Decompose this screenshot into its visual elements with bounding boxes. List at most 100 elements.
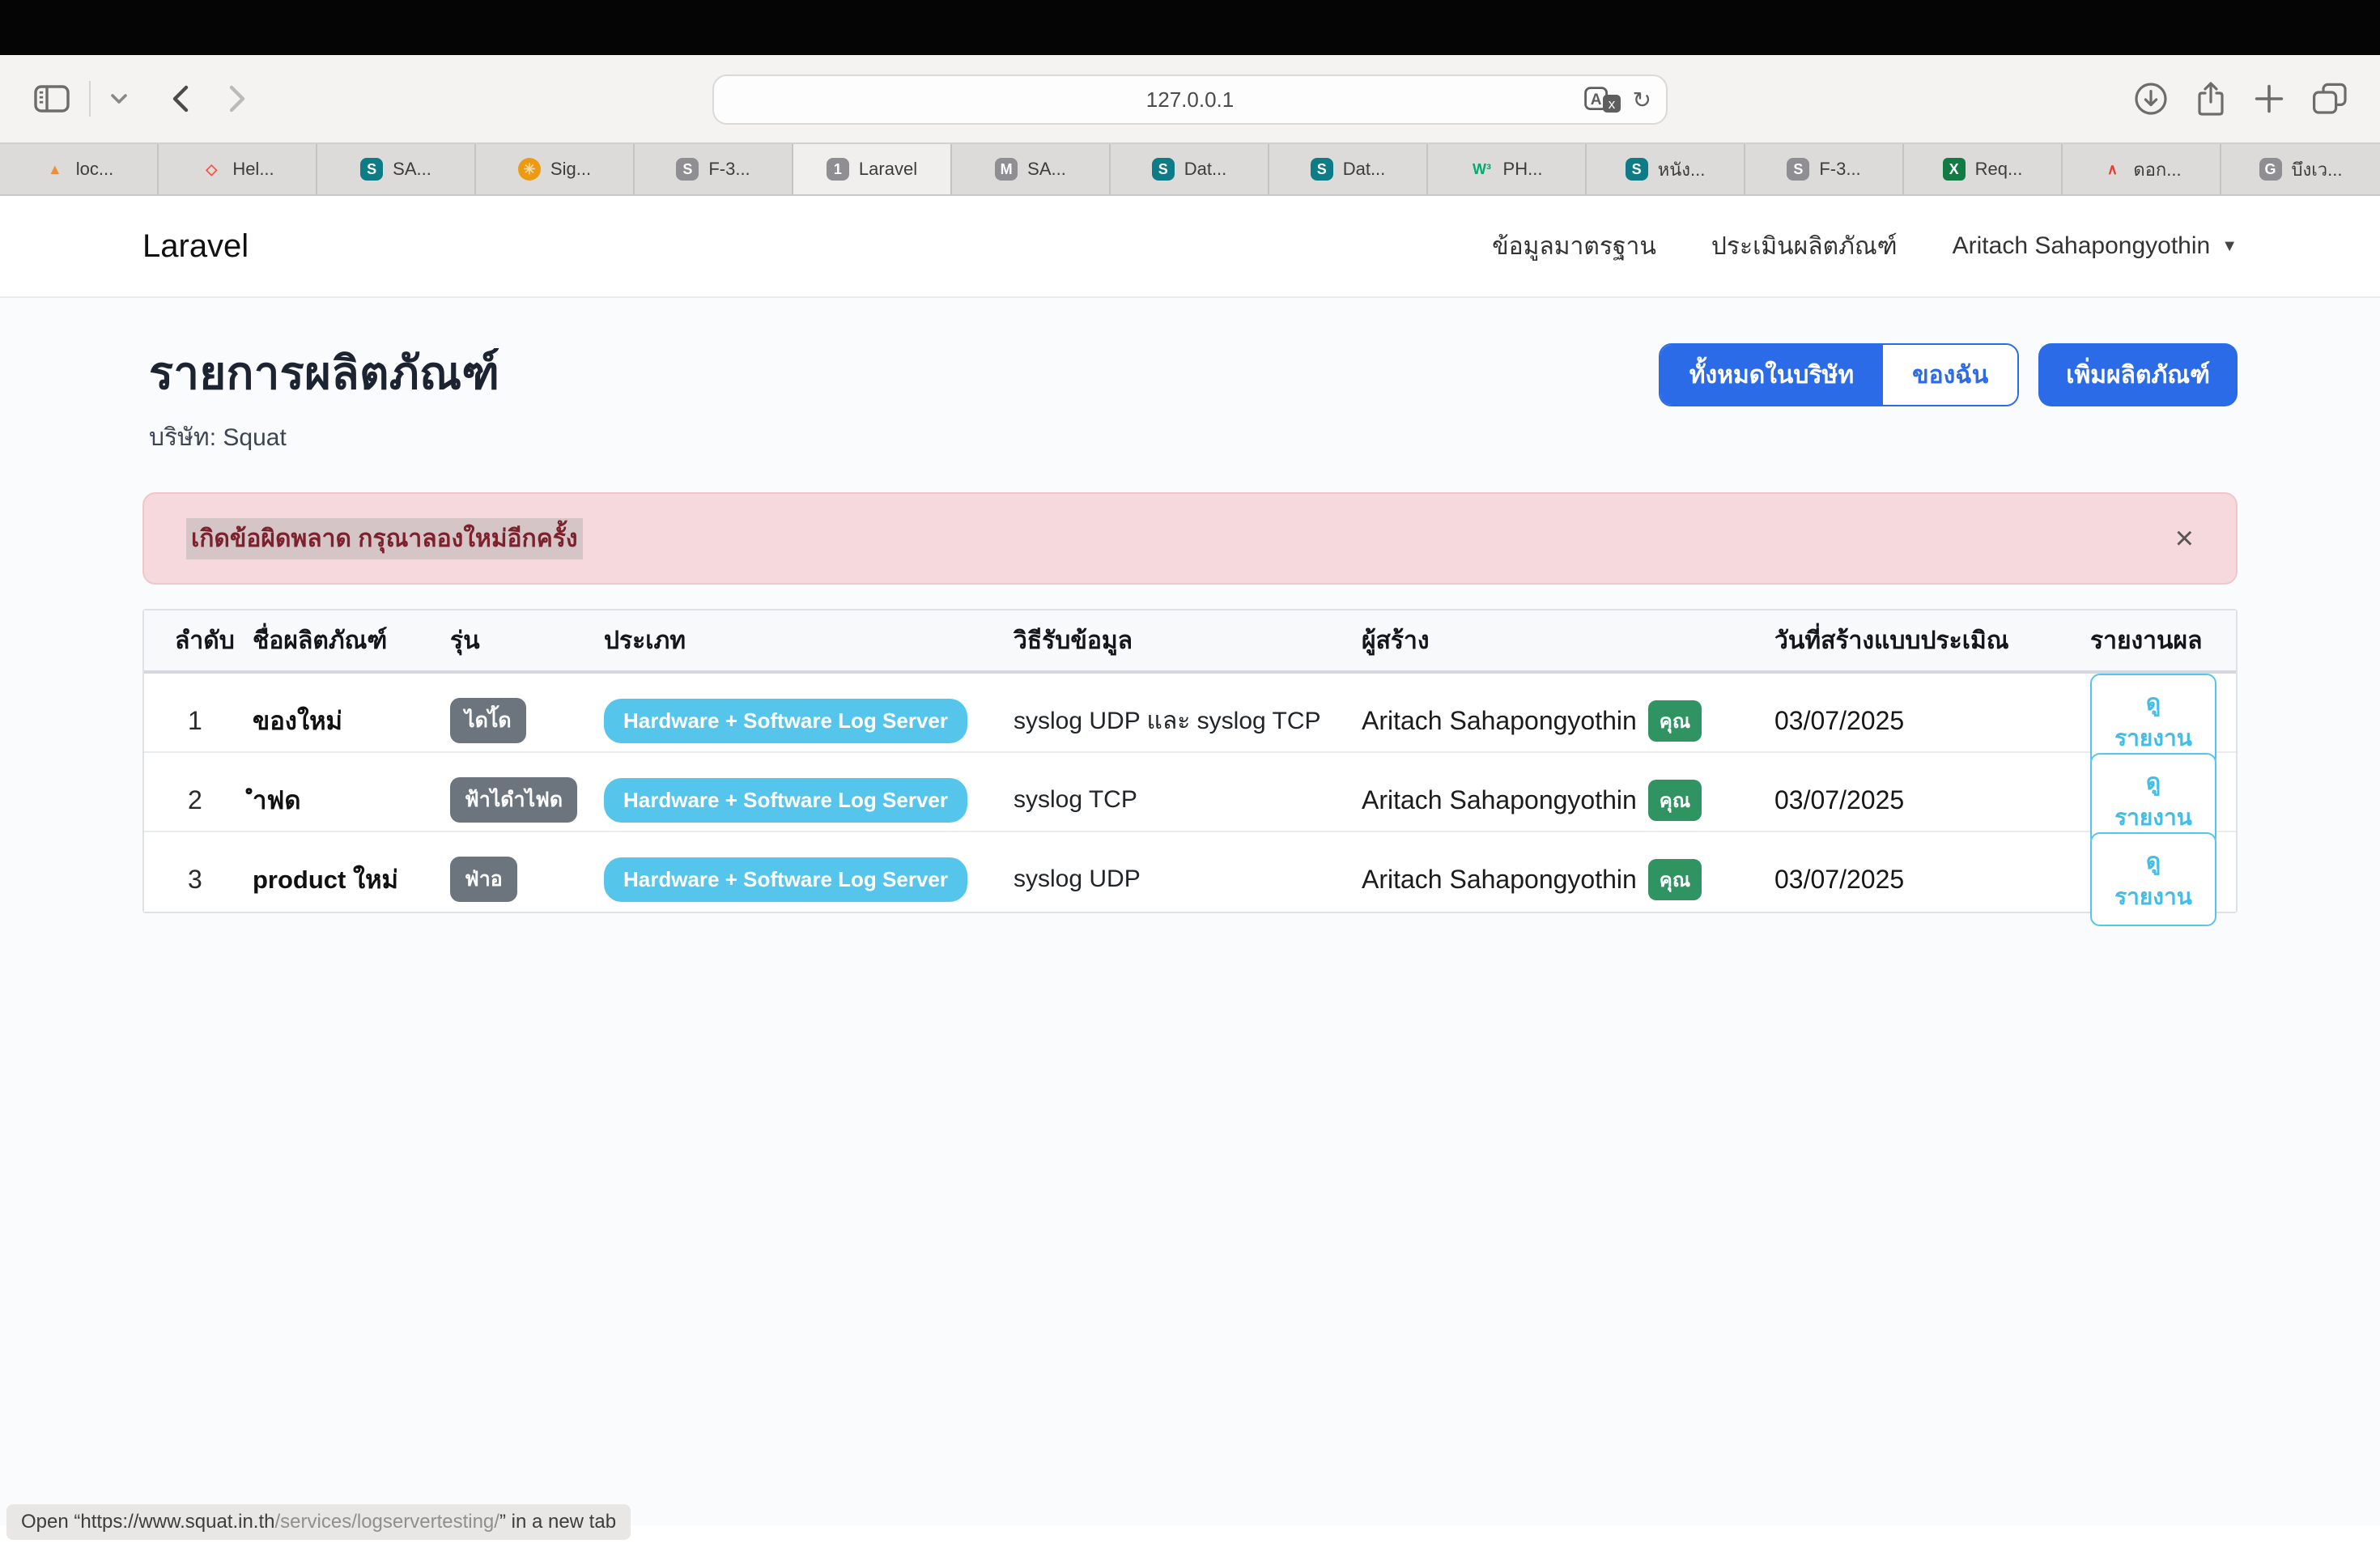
status-prefix: Open “ [21,1511,81,1533]
user-menu[interactable]: Aritach Sahapongyothin ▼ [1953,232,2238,260]
col-header-creator: ผู้สร้าง [1362,627,1430,654]
browser-tab[interactable]: ✳ Sig... [476,144,635,194]
filter-all-company-button[interactable]: ทั้งหมดในบริษัท [1660,345,1884,405]
table-row: 3 product ใหม่ ฟ่าอ Hardware + Software Log… [144,832,2236,926]
browser-tab[interactable]: M SA... [952,144,1111,194]
laravel-icon: ◇ [206,161,218,177]
tab-label: บึงเว... [2291,159,2343,180]
toolbar-divider [89,81,91,117]
you-badge: คุณ [1647,858,1702,900]
tab-label: SA... [393,159,431,179]
status-bar: Open “https://www.squat.in.th/services/l… [6,1504,631,1540]
browser-tab[interactable]: S F-3... [635,144,793,194]
col-header-model: รุ่น [450,627,480,654]
cell-type: Hardware + Software Log Server [604,777,1014,823]
status-suffix: ” in a new tab [499,1511,617,1533]
page-title: รายการผลิตภัณฑ์ [149,347,500,398]
browser-tab[interactable]: 1 Laravel [793,144,952,194]
tab-label: ดอก... [2133,159,2182,180]
nav-evaluate-link[interactable]: ประเมินผลิตภัณฑ์ [1711,232,1898,260]
view-report-button[interactable]: ดูรายงาน [2090,753,2216,847]
tab-label: Dat... [1184,159,1227,179]
tab-label: SA... [1027,159,1066,179]
forward-button-icon[interactable] [228,84,248,113]
cell-order: 3 [188,864,202,894]
tab-label: F-3... [708,159,750,179]
browser-tab[interactable]: W³ PH... [1428,144,1587,194]
cell-date: 03/07/2025 [1774,705,1905,735]
sidebar-chevron-down-icon[interactable] [110,93,128,104]
browser-tab[interactable]: S F-3... [1745,144,1904,194]
error-alert-text: เกิดข้อผิดพลาด กรุณาลองใหม่อีกครั้ง [186,517,583,559]
type-badge: Hardware + Software Log Server [604,698,967,743]
gray-g-icon: G [2259,158,2282,181]
tab-label: Dat... [1342,159,1386,179]
cell-date: 03/07/2025 [1774,785,1905,814]
svg-text:x: x [1608,96,1615,112]
company-subtitle: บริษัท: Squat [149,424,287,451]
browser-tab[interactable]: S Dat... [1269,144,1428,194]
browser-tab[interactable]: G บึงเว... [2221,144,2380,194]
table-header-row: ลำดับ ชื่อผลิตภัณฑ์ รุ่น ประเภท วิธีรับข… [144,610,2236,674]
col-header-order: ลำดับ [175,627,235,654]
tab-strip: ▲ loc... ◇ Hel... S SA... ✳ Sig... S F-3... 1 Larav… [0,144,2380,196]
cell-model: ฟ้าไดำไฟด [450,777,604,823]
tab-label: Laravel [858,159,918,179]
you-badge: คุณ [1647,700,1702,742]
back-button-icon[interactable] [170,84,189,113]
cell-creator: Aritach Sahapongyothin คุณ [1362,779,1774,821]
reload-icon[interactable]: ↻ [1632,87,1651,113]
caret-down-icon: ▼ [2221,236,2238,255]
table-row: 2 ำฟด ฟ้าไดำไฟด Hardware + Software Log Ser… [144,753,2236,847]
col-header-date: วันที่สร้างแบบประเมิณ [1774,627,2009,654]
add-product-button[interactable]: เพิ่มผลิตภัณฑ์ [2038,343,2238,406]
alert-close-icon[interactable]: × [2174,521,2194,556]
w3schools-icon: W³ [1473,161,1492,177]
sharepoint-icon: S [1310,158,1333,181]
downloads-icon[interactable] [2134,82,2168,116]
creator-name: Aritach Sahapongyothin [1362,864,1637,894]
table-body: 1 ของใหม่ ไดไ้ด Hardware + Software Log Ser… [144,674,2236,926]
cell-report: ดูรายงาน [2090,753,2216,847]
new-tab-icon[interactable] [2254,83,2284,114]
model-badge: ฟ่าอ [450,857,517,902]
red-chevrons-icon: ∧ [2106,161,2118,177]
share-icon[interactable] [2195,80,2226,117]
type-badge: Hardware + Software Log Server [604,777,967,823]
browser-tab[interactable]: ▲ loc... [0,144,159,194]
menu-bar-black-strip [0,0,2380,55]
browser-tab[interactable]: X Req... [1904,144,2063,194]
cell-order: 2 [188,785,202,814]
table-row: 1 ของใหม่ ไดไ้ด Hardware + Software Log Ser… [144,674,2236,768]
view-report-button[interactable]: ดูรายงาน [2090,832,2216,926]
cell-product-name: product ใหม่ [253,865,398,894]
tab-overview-icon[interactable] [2312,83,2348,115]
gray-s-icon: S [1787,158,1810,181]
cell-method: syslog UDP [1014,865,1141,892]
gray-s-icon: S [676,158,699,181]
error-alert: เกิดข้อผิดพลาด กรุณาลองใหม่อีกครั้ง × [142,492,2238,585]
cell-report: ดูรายงาน [2090,832,2216,926]
sharepoint-icon: S [360,158,384,181]
status-host: https://www.squat.in.th [80,1511,275,1533]
app-brand[interactable]: Laravel [142,228,249,264]
cell-date: 03/07/2025 [1774,864,1905,894]
browser-tab[interactable]: ◇ Hel... [159,144,317,194]
browser-tab[interactable]: S SA... [317,144,476,194]
tab-label: F-3... [1819,159,1861,179]
browser-tab[interactable]: S หนัง... [1587,144,1745,194]
col-header-product-name: ชื่อผลิตภัณฑ์ [253,627,388,654]
cell-creator: Aritach Sahapongyothin คุณ [1362,858,1774,900]
filter-toggle-group: ทั้งหมดในบริษัท ของฉัน [1658,343,2020,406]
browser-tab[interactable]: ∧ ดอก... [2063,144,2221,194]
model-badge: ไดไ้ด [450,698,526,743]
nav-standards-link[interactable]: ข้อมูลมาตรฐาน [1492,232,1656,260]
sidebar-toggle-icon[interactable] [34,85,70,113]
browser-tab[interactable]: S Dat... [1111,144,1269,194]
cell-type: Hardware + Software Log Server [604,698,1014,743]
cell-product-name: ำฟด [253,786,301,814]
filter-mine-button[interactable]: ของฉัน [1883,345,2018,405]
svg-text:A: A [1590,91,1601,108]
